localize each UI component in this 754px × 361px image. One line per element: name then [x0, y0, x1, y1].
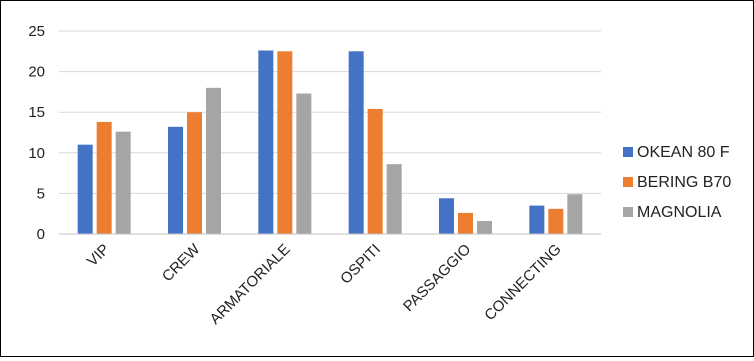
y-tick-label: 5: [37, 185, 45, 202]
legend-swatch: [623, 207, 633, 217]
bar-vip-bering-b70: [96, 121, 112, 234]
y-tick-label: 10: [28, 145, 45, 162]
bar-ospiti-magnolia: [386, 164, 402, 234]
bar-armatoriale-bering-b70: [277, 51, 293, 234]
x-category-label: ARMATORIALE: [207, 241, 294, 328]
x-category-label: CONNECTING: [481, 241, 564, 324]
y-tick-label: 0: [37, 226, 45, 243]
bar-ospiti-bering-b70: [367, 108, 383, 234]
bar-passaggio-bering-b70: [458, 212, 473, 234]
bar-armatoriale-okean-80-f: [258, 50, 274, 234]
bar-vip-magnolia: [115, 131, 131, 234]
bar-connecting-okean-80-f: [529, 205, 545, 234]
y-tick-label: 15: [28, 104, 45, 121]
bar-crew-bering-b70: [187, 112, 202, 234]
legend-label: OKEAN 80 F: [637, 144, 730, 161]
bars: [77, 50, 583, 234]
legend: OKEAN 80 F BERING B70 MAGNOLIA: [623, 144, 731, 221]
bar-passaggio-magnolia: [477, 221, 492, 234]
bar-passaggio-okean-80-f: [439, 198, 454, 234]
bar-armatoriale-magnolia: [296, 93, 312, 234]
y-tick-label: 25: [28, 23, 45, 40]
x-category-label: VIP: [84, 241, 113, 270]
bar-crew-magnolia: [206, 87, 221, 234]
axes: 0 5 10 15 20 25 VIP CREW ARMATORIALE OSPITI PASSAG…: [28, 23, 601, 328]
legend-label: BERING B70: [637, 174, 731, 191]
bar-connecting-magnolia: [567, 194, 583, 234]
x-category-label: CREW: [159, 240, 204, 285]
bar-connecting-bering-b70: [548, 208, 564, 234]
bar-vip-okean-80-f: [77, 144, 93, 234]
bar-ospiti-okean-80-f: [348, 51, 364, 234]
legend-label: MAGNOLIA: [637, 204, 722, 221]
bar-crew-okean-80-f: [168, 126, 183, 234]
x-category-label: OSPITI: [337, 241, 384, 288]
legend-swatch: [623, 177, 633, 187]
x-category-label: PASSAGGIO: [400, 241, 474, 315]
y-tick-label: 20: [28, 64, 45, 81]
legend-swatch: [623, 147, 633, 157]
gridlines: [59, 30, 601, 194]
